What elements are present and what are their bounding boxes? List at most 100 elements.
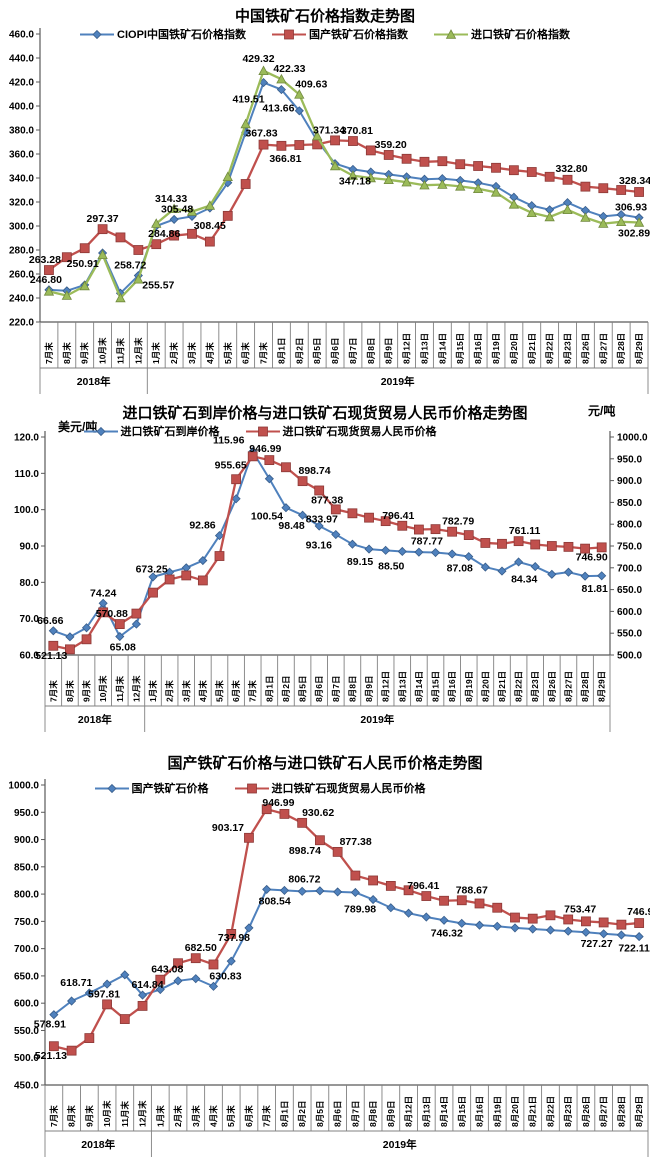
svg-text:8月8日: 8月8日 xyxy=(347,676,357,702)
svg-text:255.57: 255.57 xyxy=(142,279,174,291)
svg-text:8月末: 8月末 xyxy=(65,680,75,702)
legend-item: 国产铁矿石价格 xyxy=(94,780,209,796)
svg-text:7月末: 7月末 xyxy=(248,680,258,702)
legend-item-label: 进口铁矿石现货贸易人民币价格 xyxy=(271,783,426,795)
svg-text:1月末: 1月末 xyxy=(148,680,158,702)
svg-text:2月末: 2月末 xyxy=(173,1105,183,1127)
svg-text:5月末: 5月末 xyxy=(214,680,224,702)
right-axis-unit-label: 元/吨 xyxy=(588,404,616,418)
svg-text:6月末: 6月末 xyxy=(241,342,251,364)
svg-text:6月末: 6月末 xyxy=(244,1105,254,1127)
svg-text:7月末: 7月末 xyxy=(49,1105,59,1127)
svg-text:8月26日: 8月26日 xyxy=(547,671,557,702)
svg-text:360.0: 360.0 xyxy=(9,150,34,161)
svg-text:500.0: 500.0 xyxy=(14,1053,39,1064)
svg-text:12月末: 12月末 xyxy=(133,337,143,364)
svg-text:673.25: 673.25 xyxy=(136,563,168,575)
svg-text:682.50: 682.50 xyxy=(185,942,217,954)
svg-text:5月末: 5月末 xyxy=(226,1105,236,1127)
svg-text:8月2日: 8月2日 xyxy=(294,338,304,364)
svg-text:413.66: 413.66 xyxy=(262,103,294,115)
svg-text:796.41: 796.41 xyxy=(407,880,439,892)
square-legend-marker-icon xyxy=(271,29,306,39)
svg-text:8月21日: 8月21日 xyxy=(528,1096,538,1127)
svg-text:8月22日: 8月22日 xyxy=(514,671,524,702)
svg-text:4月末: 4月末 xyxy=(198,680,208,702)
svg-text:74.24: 74.24 xyxy=(90,587,116,599)
svg-text:618.71: 618.71 xyxy=(60,977,92,989)
svg-text:578.91: 578.91 xyxy=(34,1019,66,1031)
square-legend-marker-icon xyxy=(234,783,269,793)
svg-text:700.0: 700.0 xyxy=(617,563,642,574)
svg-text:422.33: 422.33 xyxy=(273,63,305,75)
svg-text:2019年: 2019年 xyxy=(360,713,394,726)
svg-text:8月15日: 8月15日 xyxy=(455,333,465,364)
svg-text:8月22日: 8月22日 xyxy=(545,1096,555,1127)
svg-text:8月16日: 8月16日 xyxy=(447,671,457,702)
svg-text:550.0: 550.0 xyxy=(617,629,642,640)
svg-text:92.86: 92.86 xyxy=(189,520,215,532)
chart-title: 中国铁矿石价格指数走势图 xyxy=(234,8,415,25)
series-2 xyxy=(43,65,645,303)
svg-text:8月19日: 8月19日 xyxy=(491,333,501,364)
chart-section-index-trend: 中国铁矿石价格指数走势图 CIOPI中国铁矿石价格指数 国产铁矿石价格指数 进口铁矿… xyxy=(0,0,650,402)
svg-text:280.0: 280.0 xyxy=(9,246,34,257)
svg-text:788.67: 788.67 xyxy=(456,884,488,896)
y2-axis: 1000.0 950.0 900.0 850.0 800.0 750.0 700.0 650.… xyxy=(609,431,648,662)
series-0-data-labels: 578.91 618.71 614.84 630.83 737.98 808.54 806.… xyxy=(34,873,650,1030)
svg-text:8月8日: 8月8日 xyxy=(368,1101,378,1127)
svg-text:220.0: 220.0 xyxy=(9,318,34,329)
svg-text:521.13: 521.13 xyxy=(35,1050,67,1062)
legend-item-label: CIOPI中国铁矿石价格指数 xyxy=(117,29,246,41)
diamond-legend-marker-icon xyxy=(80,29,115,39)
svg-text:8月6日: 8月6日 xyxy=(330,338,340,364)
svg-text:521.13: 521.13 xyxy=(35,650,67,662)
svg-text:11月末: 11月末 xyxy=(115,338,125,364)
svg-text:700.0: 700.0 xyxy=(14,944,39,955)
svg-text:8月1日: 8月1日 xyxy=(276,338,286,364)
legend-item-label: 进口铁矿石现货贸易人民币价格 xyxy=(282,426,437,438)
svg-text:450.0: 450.0 xyxy=(14,1081,39,1092)
svg-text:746.90: 746.90 xyxy=(627,906,650,918)
svg-text:8月28日: 8月28日 xyxy=(580,671,590,702)
chart-section-import-cif-vs-rmb: 进口铁矿石到岸价格与进口铁矿石现货贸易人民币价格走势图 美元/吨 元/吨 进口铁… xyxy=(0,402,650,748)
svg-text:2019年: 2019年 xyxy=(381,375,415,388)
svg-text:11月末: 11月末 xyxy=(115,676,125,702)
svg-text:8月8日: 8月8日 xyxy=(366,338,376,364)
legend-item: 进口铁矿石现货贸易人民币价格 xyxy=(234,780,426,796)
svg-text:8月末: 8月末 xyxy=(67,1105,77,1127)
svg-text:1000.0: 1000.0 xyxy=(8,781,39,792)
svg-text:2018年: 2018年 xyxy=(81,1138,115,1151)
square-legend-marker-icon xyxy=(245,426,280,436)
x-axis: 7月末 8月末 9月末 10月末 11月末 12月末 1月末 2月末 3月末 4月末 5月末 6月末 7… xyxy=(39,321,649,369)
svg-text:258.72: 258.72 xyxy=(114,260,146,272)
svg-text:115.96: 115.96 xyxy=(213,435,245,447)
svg-text:9月末: 9月末 xyxy=(80,342,90,364)
svg-text:8月20日: 8月20日 xyxy=(480,671,490,702)
svg-text:898.74: 898.74 xyxy=(289,845,321,857)
svg-text:87.08: 87.08 xyxy=(447,563,473,575)
svg-text:8月21日: 8月21日 xyxy=(527,333,537,364)
svg-text:8月5日: 8月5日 xyxy=(315,1101,325,1127)
svg-text:8月5日: 8月5日 xyxy=(312,338,322,364)
svg-text:950.0: 950.0 xyxy=(14,808,39,819)
svg-text:900.0: 900.0 xyxy=(617,476,642,487)
svg-text:8月6日: 8月6日 xyxy=(314,676,324,702)
svg-text:4月末: 4月末 xyxy=(208,1105,218,1127)
svg-text:8月末: 8月末 xyxy=(62,342,72,364)
y-axis: 460.0 440.0 420.0 400.0 380.0 360.0 340.0 320.0… xyxy=(9,28,41,329)
svg-text:8月23日: 8月23日 xyxy=(563,1096,573,1127)
svg-text:808.54: 808.54 xyxy=(259,895,291,907)
series-0-data-labels: 66.66 74.24 65.08 92.86 115.96 100.5498.4893.… xyxy=(37,435,608,654)
svg-text:260.0: 260.0 xyxy=(9,270,34,281)
svg-text:263.28: 263.28 xyxy=(29,254,61,266)
svg-text:93.16: 93.16 xyxy=(306,540,332,552)
svg-text:3月末: 3月末 xyxy=(191,1105,201,1127)
svg-text:800.0: 800.0 xyxy=(14,890,39,901)
svg-text:371.34: 371.34 xyxy=(313,124,345,136)
svg-text:8月28日: 8月28日 xyxy=(616,1096,626,1127)
svg-text:2018年: 2018年 xyxy=(77,375,111,388)
